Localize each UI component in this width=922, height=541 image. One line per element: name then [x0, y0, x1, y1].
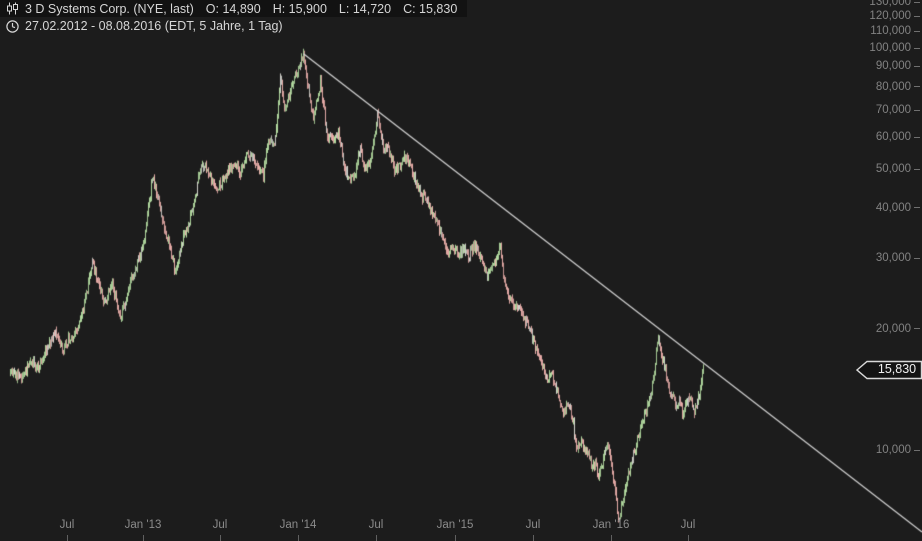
x-axis-tick-label: Jan '15	[436, 519, 474, 531]
date-range-label: 27.02.2012 - 08.08.2016 (EDT, 5 Jahre, 1…	[25, 19, 283, 33]
x-axis-tick-mark	[67, 535, 68, 541]
price-axis[interactable]: 130,000 120,000 110,000 100,000 90,000 80,000…	[852, 0, 922, 541]
x-axis-tick-label: Jan '16	[592, 519, 630, 531]
y-axis-tick-label: 60,000	[875, 131, 911, 144]
clock-icon	[6, 19, 19, 33]
x-axis-tick-mark	[455, 535, 456, 541]
y-axis-tick-label: 110,000	[870, 25, 911, 38]
y-axis-tick: 20,000	[876, 322, 920, 336]
y-axis-tick: 80,000	[876, 80, 920, 94]
x-axis-tick-mark	[533, 535, 534, 541]
x-axis-tick-mark	[220, 535, 221, 541]
x-axis-tick-mark	[143, 535, 144, 541]
legend-row[interactable]: 3 D Systems Corp. (NYE, last) O: 14,890 H…	[0, 0, 468, 18]
y-axis-tick: 70,000	[876, 103, 920, 117]
y-axis-tick-label: 20,000	[875, 322, 911, 335]
y-axis-tick-mark	[914, 1, 920, 3]
timeframe-row[interactable]: 27.02.2012 - 08.08.2016 (EDT, 5 Jahre, 1…	[0, 18, 283, 34]
y-axis-tick-mark	[914, 86, 920, 88]
y-axis-tick-mark	[914, 109, 920, 111]
y-axis-tick-label: 120,000	[869, 10, 911, 23]
x-axis-tick-mark	[376, 535, 377, 541]
ohlc-pair: L: 14,720	[338, 1, 392, 16]
y-axis-tick-mark	[914, 30, 920, 32]
y-axis-tick: 50,000	[876, 162, 920, 176]
x-axis-tick-label: Jul	[212, 519, 228, 531]
y-axis-tick-label: 90,000	[875, 60, 911, 73]
x-axis-tick-mark	[298, 535, 299, 541]
ohlc-pair: C: 15,830	[403, 1, 458, 16]
y-axis-tick-mark	[914, 47, 920, 49]
y-axis-tick-mark	[914, 168, 920, 170]
x-axis-tick-label: Jul	[525, 519, 541, 531]
y-axis-tick-mark	[914, 65, 920, 67]
y-axis-tick-label: 130,000	[869, 0, 911, 9]
y-axis-tick-mark	[914, 207, 920, 209]
last-price-tag: 15,830	[856, 359, 922, 381]
y-axis-tick: 90,000	[876, 59, 920, 73]
y-axis-tick: 10,000	[876, 443, 920, 457]
y-axis-tick-mark	[914, 449, 920, 451]
y-axis-tick-label: 40,000	[875, 201, 911, 214]
y-axis-tick-label: 70,000	[875, 104, 911, 117]
y-axis-tick-mark	[914, 136, 920, 138]
y-axis-tick-mark	[914, 15, 920, 17]
y-axis-tick-label: 50,000	[875, 163, 911, 175]
x-axis-tick-label: Jan '14	[279, 519, 317, 531]
candlestick-icon	[6, 2, 19, 15]
y-axis-tick: 110,000	[870, 24, 920, 38]
y-axis-tick-label: 80,000	[875, 80, 911, 93]
x-axis-tick-label: Jul	[368, 519, 384, 531]
y-axis-tick: 130,000	[869, 0, 920, 9]
ohlc-pair: H: 15,900	[272, 1, 327, 16]
instrument-title: 3 D Systems Corp. (NYE, last)	[25, 1, 194, 16]
y-axis-tick-label: 30,000	[875, 252, 911, 265]
y-axis-tick: 60,000	[876, 130, 920, 144]
price-tag-value: 15,830	[877, 361, 917, 376]
y-axis-tick-mark	[914, 328, 920, 330]
y-axis-tick: 30,000	[876, 251, 920, 265]
x-axis-tick-mark	[688, 535, 689, 541]
x-axis-tick-mark	[611, 535, 612, 541]
y-axis-tick: 120,000	[869, 9, 920, 23]
y-axis-tick: 100,000	[869, 41, 920, 55]
x-axis-tick-label: Jan '13	[124, 519, 162, 531]
ohlc-pair: O: 14,890	[205, 1, 261, 16]
y-axis-tick-label: 100,000	[869, 42, 911, 54]
y-axis-tick-mark	[914, 257, 920, 259]
y-axis-tick-label: 10,000	[875, 444, 911, 456]
ohlc-readout: O: 14,890 H: 15,900 L: 14,720 C: 15,830	[194, 0, 457, 18]
x-axis-tick-label: Jul	[59, 519, 75, 531]
x-axis-tick-label: Jul	[680, 519, 696, 531]
y-axis-tick: 40,000	[876, 201, 920, 215]
